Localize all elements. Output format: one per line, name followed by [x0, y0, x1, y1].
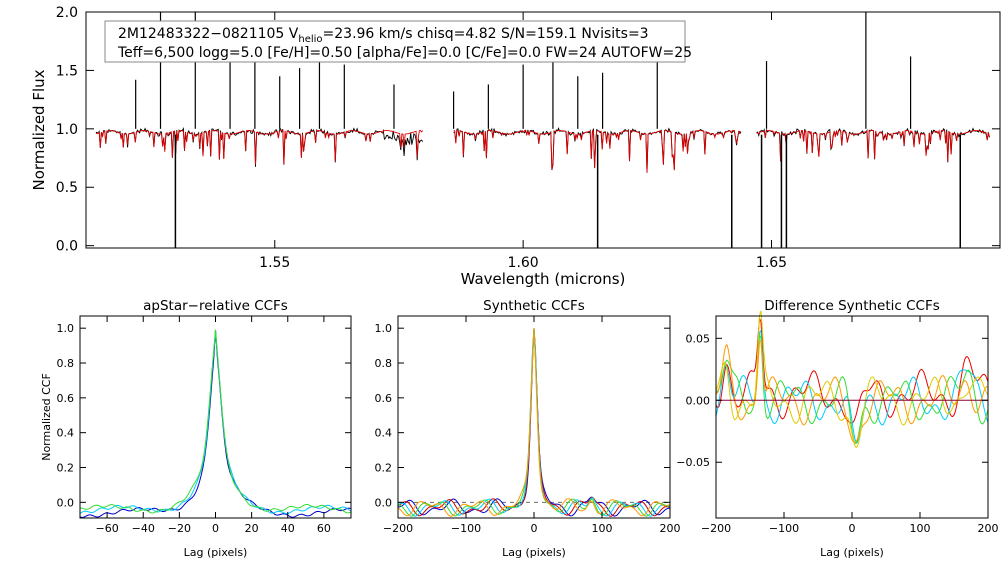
apstar-ccf-frame [79, 315, 352, 519]
model-flux-line [756, 129, 990, 162]
apstar-ccf-ticks: −60 −40 −20 0 20 40 60 0.0 0.2 0.4 0.6 0.8 1.0 [57, 316, 351, 535]
y-tick-label: 0.6 [375, 392, 393, 405]
y-tick-label: 0.2 [375, 462, 393, 475]
synthetic-ccf-ticks: −200 −100 0 100 200 0.0 0.2 0.4 0.6 0.8 1.0 [375, 316, 681, 535]
x-tick-label: 200 [978, 522, 999, 535]
y-tick-label: 0.0 [56, 239, 78, 255]
synthetic-ccf-frame [397, 315, 671, 519]
annotation-line-1: 2M12483322−0821105 Vhelio=23.96 km/s chi… [118, 26, 649, 45]
annotation-box [104, 20, 686, 63]
y-tick-label: 0.8 [375, 357, 393, 370]
difference-ccf-panel: −200 −100 0 100 200 −0.05 0.00 0.05 Difference … [676, 298, 998, 559]
difference-ccf-ticks: −200 −100 0 100 200 −0.05 0.00 0.05 [676, 316, 999, 535]
y-tick-label: 0.0 [57, 496, 75, 509]
x-tick-label: −40 [132, 522, 155, 535]
y-tick-label: 0.0 [375, 496, 393, 509]
apstar-ccf-panel: −60 −40 −20 0 20 40 60 0.0 0.2 0.4 0.6 0.8 1.0 apSta… [40, 298, 352, 559]
y-tick-label: 0.05 [686, 332, 711, 345]
ccf-line-3 [79, 329, 352, 514]
x-tick-label: 0 [212, 522, 219, 535]
difference-ccf-series [715, 310, 989, 449]
x-tick-label: −60 [95, 522, 118, 535]
difference-ccf-line-2 [715, 329, 989, 444]
annotation-star-vhelio: 2M12483322−0821105 V [118, 26, 299, 42]
x-tick-label: 1.65 [756, 255, 787, 271]
x-tick-label: −20 [168, 522, 191, 535]
spectrum-xlabel: Wavelength (microns) [461, 270, 626, 288]
model-flux-line [453, 130, 742, 173]
y-tick-label: 1.0 [56, 122, 78, 138]
spectrum-ylabel: Normalized Flux [30, 69, 48, 190]
synthetic-ccf-line-3 [397, 328, 671, 517]
x-tick-label: 1.60 [508, 255, 539, 271]
y-tick-label: 0.00 [686, 394, 711, 407]
spectrum-ticks: 1.55 1.60 1.65 0.0 0.5 1.0 1.5 2.0 [56, 5, 1000, 271]
apstar-ccf-series [79, 329, 352, 518]
y-tick-label: 0.4 [375, 427, 393, 440]
y-tick-label: 0.4 [57, 427, 75, 440]
y-tick-label: 1.0 [375, 322, 393, 335]
x-tick-label: 1.55 [259, 255, 290, 271]
x-tick-label: 60 [317, 522, 331, 535]
apstar-ccf-xlabel: Lag (pixels) [184, 546, 248, 559]
synthetic-ccf-line-5 [397, 328, 671, 517]
x-tick-label: 40 [281, 522, 295, 535]
y-tick-label: 2.0 [56, 5, 78, 21]
ccf-line-2 [79, 329, 352, 515]
annotation-stats: =23.96 km/s chisq=4.82 S/N=159.1 Nvisits… [323, 26, 649, 42]
x-tick-label: 100 [910, 522, 931, 535]
y-tick-label: 0.6 [57, 392, 75, 405]
spectrum-frame [85, 11, 1001, 249]
x-tick-label: −200 [701, 522, 731, 535]
x-tick-label: −200 [383, 522, 413, 535]
y-tick-label: 0.8 [57, 357, 75, 370]
difference-ccf-xlabel: Lag (pixels) [820, 546, 884, 559]
synthetic-ccf-line-1 [398, 328, 670, 517]
x-tick-label: 0 [849, 522, 856, 535]
synthetic-ccf-line-2 [397, 328, 671, 517]
x-tick-label: −100 [451, 522, 481, 535]
x-tick-label: 20 [245, 522, 259, 535]
synthetic-ccf-line-4 [397, 328, 671, 517]
apstar-ccf-title: apStar−relative CCFs [143, 298, 288, 314]
y-tick-label: −0.05 [676, 456, 710, 469]
synthetic-ccf-xlabel: Lag (pixels) [502, 546, 566, 559]
difference-ccf-line-4 [715, 339, 988, 444]
ccf-line-1 [79, 329, 352, 518]
y-tick-label: 0.2 [57, 462, 75, 475]
difference-ccf-title: Difference Synthetic CCFs [764, 298, 940, 314]
y-tick-label: 1.5 [56, 63, 78, 79]
x-tick-label: −100 [769, 522, 799, 535]
x-tick-label: 200 [660, 522, 681, 535]
synthetic-ccf-series [397, 328, 671, 517]
annotation-subscript: helio [298, 34, 322, 45]
y-tick-label: 1.0 [57, 322, 75, 335]
apstar-ccf-ylabel: Normalized CCF [40, 373, 53, 461]
x-tick-label: 0 [531, 522, 538, 535]
spectrum-panel: 1.55 1.60 1.65 0.0 0.5 1.0 1.5 2.0 Wavelength (… [30, 5, 1001, 288]
y-tick-label: 0.5 [56, 180, 78, 196]
synthetic-ccf-title: Synthetic CCFs [483, 298, 585, 314]
x-tick-label: 100 [592, 522, 613, 535]
annotation-line-2: Teff=6,500 logg=5.0 [Fe/H]=0.50 [alpha/F… [117, 45, 692, 61]
observed-flux-line [95, 127, 424, 167]
model-flux-line [95, 130, 424, 165]
synthetic-ccf-panel: −200 −100 0 100 200 0.0 0.2 0.4 0.6 0.8 1.0 Synthe… [375, 298, 681, 559]
